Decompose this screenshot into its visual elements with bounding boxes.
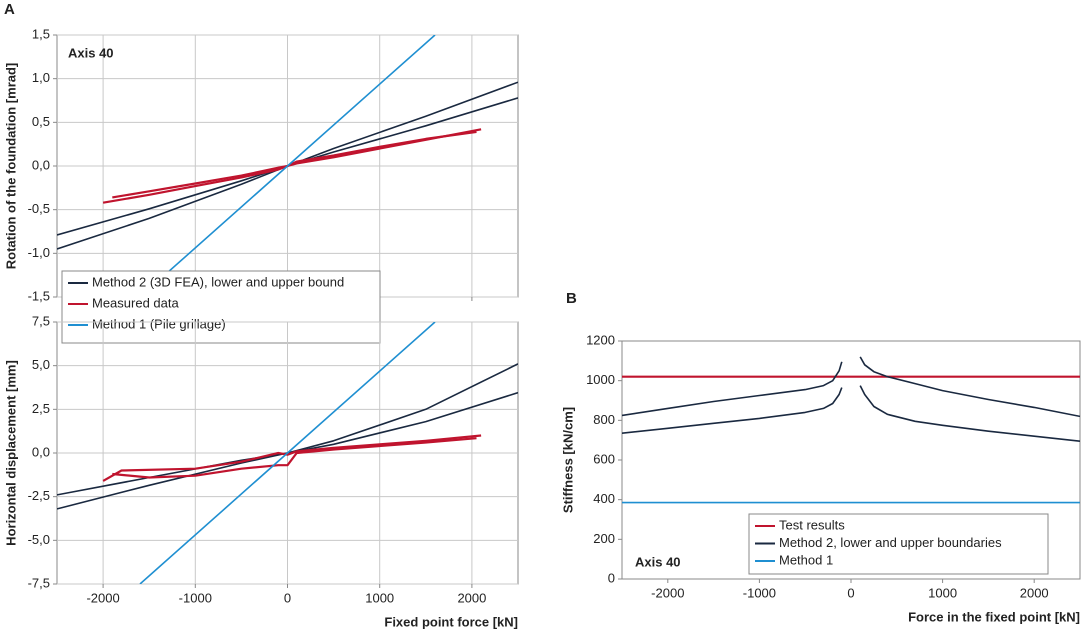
- y-tick-label: -2,5: [28, 488, 50, 503]
- legend-box: [61, 270, 381, 344]
- legend-entry: Method 2 (3D FEA), lower and upper bound: [92, 274, 344, 289]
- chart-a-top: [53, 34, 519, 344]
- x-tick-label: 1000: [365, 590, 394, 605]
- chart-b: [618, 340, 1081, 583]
- series-line: [139, 322, 436, 584]
- panel-letter-a: A: [4, 1, 15, 18]
- series-line: [859, 356, 1080, 418]
- x-tick-label: -2000: [651, 585, 684, 600]
- x-tick-label: -1000: [743, 585, 776, 600]
- y-tick-label: -5,0: [28, 532, 50, 547]
- y-tick-label: 0,0: [32, 157, 50, 172]
- axis-annotation: Axis 40: [68, 45, 114, 60]
- x-tick-label: 2000: [1020, 585, 1049, 600]
- series-line: [859, 385, 1080, 442]
- y-tick-label: 1,5: [32, 26, 50, 41]
- y-tick-label: 1,0: [32, 70, 50, 85]
- y-tick-label: 2,5: [32, 401, 50, 416]
- y-tick-label: 0: [608, 570, 615, 585]
- y-tick-label: -1,5: [28, 288, 50, 303]
- y-tick-label: 7,5: [32, 313, 50, 328]
- y-tick-label: -7,5: [28, 575, 50, 590]
- series-line: [622, 387, 843, 434]
- x-tick-label: -2000: [86, 590, 119, 605]
- axis-annotation: Axis 40: [635, 554, 681, 569]
- x-tick-label: 1000: [928, 585, 957, 600]
- x-axis-label: Fixed point force [kN]: [384, 614, 518, 629]
- x-tick-label: 2000: [457, 590, 486, 605]
- y-tick-label: 400: [593, 491, 615, 506]
- y-tick-label: 200: [593, 531, 615, 546]
- y-tick-label: -0,5: [28, 201, 50, 216]
- y-tick-label: 800: [593, 412, 615, 427]
- legend-entry: Method 2, lower and upper boundaries: [779, 535, 1002, 550]
- x-axis-label: Force in the fixed point [kN]: [908, 609, 1080, 624]
- legend-entry: Method 1: [779, 552, 833, 567]
- y-tick-label: -1,0: [28, 245, 50, 260]
- legend-entry: Measured data: [92, 295, 179, 310]
- series-line: [102, 434, 482, 482]
- panel-letter-b: B: [566, 290, 577, 307]
- legend-entry: Method 1 (Pile grillage): [92, 316, 226, 331]
- y-tick-label: 5,0: [32, 357, 50, 372]
- y-tick-label: 1200: [586, 332, 615, 347]
- y-tick-label: 600: [593, 451, 615, 466]
- x-tick-label: -1000: [179, 590, 212, 605]
- y-axis-label: Stiffness [kN/cm]: [560, 407, 575, 513]
- y-axis-label: Rotation of the foundation [mrad]: [3, 63, 18, 270]
- series-line: [112, 437, 477, 479]
- y-tick-label: 0,0: [32, 444, 50, 459]
- x-tick-label: 0: [284, 590, 291, 605]
- chart-a-bottom: [53, 321, 519, 588]
- legend-box: [748, 513, 1049, 575]
- legend-entry: Test results: [779, 517, 845, 532]
- series-line: [622, 361, 843, 417]
- series-line: [139, 35, 436, 297]
- y-tick-label: 1000: [586, 372, 615, 387]
- y-axis-label: Horizontal displacement [mm]: [3, 360, 18, 546]
- x-tick-label: 0: [847, 585, 854, 600]
- y-tick-label: 0,5: [32, 114, 50, 129]
